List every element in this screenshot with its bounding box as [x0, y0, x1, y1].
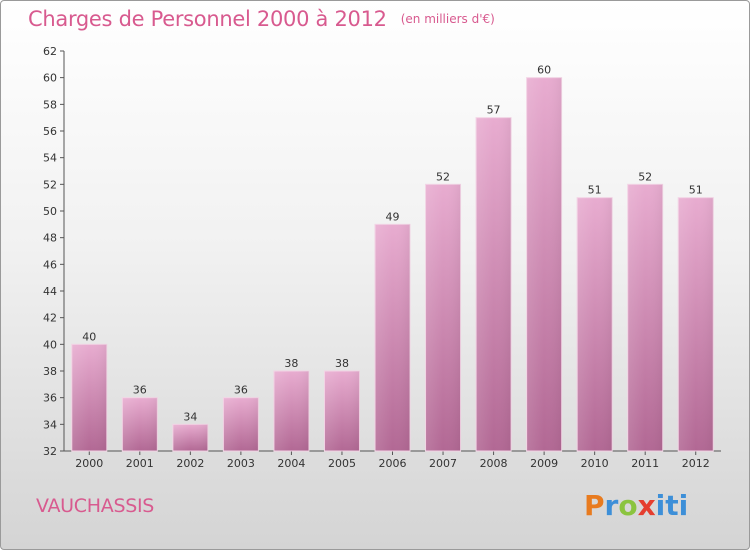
data-label-2007: 52	[436, 170, 450, 183]
y-tick-label: 60	[43, 72, 57, 85]
y-tick-label: 50	[43, 205, 57, 218]
data-label-2004: 38	[284, 357, 298, 370]
title-row: Charges de Personnel 2000 à 2012 (en mill…	[28, 7, 495, 31]
x-tick-label-2006: 2006	[379, 457, 407, 470]
bar-shine	[476, 117, 512, 452]
x-tick-label-2002: 2002	[176, 457, 204, 470]
data-label-2010: 51	[588, 184, 602, 197]
x-tick-label-2001: 2001	[126, 457, 154, 470]
y-tick-label: 38	[43, 365, 57, 378]
y-tick-label: 40	[43, 338, 57, 351]
data-label-2006: 49	[386, 210, 400, 223]
x-tick-label-2012: 2012	[682, 457, 710, 470]
x-tick-label-2011: 2011	[631, 457, 659, 470]
data-labels: 40 36 34 36 38 38 49 52 57 60 51 52 51	[82, 64, 702, 424]
x-tick-label-2009: 2009	[530, 457, 558, 470]
y-tick-label: 48	[43, 232, 57, 245]
bar-shine	[375, 224, 410, 451]
x-tick-label-2003: 2003	[227, 457, 255, 470]
y-tick-label: 62	[43, 45, 57, 58]
y-tick-label: 54	[43, 152, 57, 165]
y-tick-label: 32	[43, 445, 57, 458]
data-label-2005: 38	[335, 357, 349, 370]
place-name: VAUCHASSIS	[36, 495, 155, 517]
bar-shine	[324, 371, 360, 451]
bar-shine	[71, 344, 107, 451]
y-tick-label: 34	[43, 418, 57, 431]
data-label-2008: 57	[487, 104, 501, 117]
x-tick-label-2004: 2004	[277, 457, 305, 470]
bar-shine	[425, 184, 461, 452]
y-tick-label: 58	[43, 98, 57, 111]
bar-shine	[172, 424, 208, 451]
x-tick-label-2005: 2005	[328, 457, 356, 470]
data-label-2002: 34	[183, 410, 197, 423]
proxiti-logo: Proxiti	[584, 489, 689, 522]
x-tick-label-2008: 2008	[480, 457, 508, 470]
bar-shine	[577, 197, 613, 451]
y-tick-label: 44	[43, 285, 57, 298]
data-label-2003: 36	[234, 384, 248, 397]
y-tick-label: 46	[43, 258, 57, 271]
chart-subtitle: (en milliers d'€)	[400, 12, 495, 26]
bar-shine	[122, 397, 158, 451]
data-label-2000: 40	[82, 330, 96, 343]
data-label-2001: 36	[133, 384, 147, 397]
bar-shine	[223, 397, 259, 451]
data-label-2009: 60	[537, 64, 551, 77]
bar-shine	[526, 77, 562, 452]
y-tick-label: 56	[43, 125, 57, 138]
x-tick-label-2007: 2007	[429, 457, 457, 470]
bar-shine	[678, 197, 714, 451]
x-tick-label-2000: 2000	[75, 457, 103, 470]
bars	[71, 77, 714, 452]
y-tick-label: 52	[43, 178, 57, 191]
data-label-2011: 52	[638, 170, 652, 183]
y-tick-label: 36	[43, 392, 57, 405]
bar-shine	[273, 371, 309, 451]
chart-title: Charges de Personnel 2000 à 2012	[28, 7, 387, 31]
y-tick-label: 42	[43, 312, 57, 325]
bar-shine	[627, 184, 663, 452]
axes: 32 34 36 38 40 42 44 46 48 50 52 54 56 58 60 62 2000 2001…	[43, 45, 721, 470]
data-label-2012: 51	[689, 184, 703, 197]
x-tick-label-2010: 2010	[581, 457, 609, 470]
